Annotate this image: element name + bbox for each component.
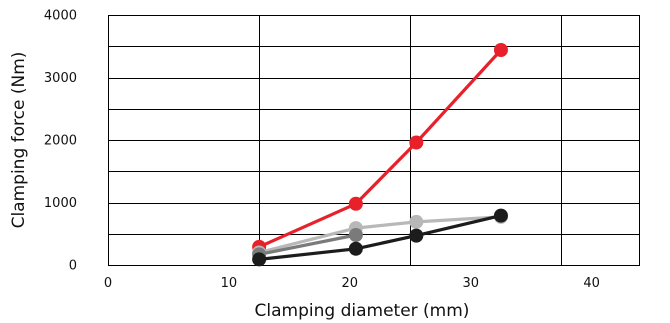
x-tick-label-4: 40 xyxy=(583,276,600,291)
series-4-point-1 xyxy=(252,252,267,267)
series-4-point-4 xyxy=(493,208,508,223)
series-4-line xyxy=(257,214,503,261)
series-2-line xyxy=(257,215,503,255)
x-tick-label-0: 0 xyxy=(104,276,112,291)
y-tick-label-1: 1000 xyxy=(44,196,77,211)
series-1-point-3 xyxy=(409,135,424,150)
y-tick-label-4: 4000 xyxy=(44,9,77,24)
series-4 xyxy=(252,208,508,267)
series-4-point-3 xyxy=(409,228,424,243)
y-tick-label-0: 0 xyxy=(69,259,77,274)
x-tick-label-2: 20 xyxy=(342,276,359,291)
series-1-line xyxy=(257,48,503,249)
series-1-point-4 xyxy=(493,43,508,57)
y-axis-label: Clamping force (Nm) xyxy=(9,52,29,229)
plot-frame xyxy=(108,15,640,266)
series-1 xyxy=(252,43,508,254)
x-tick-label-1: 10 xyxy=(221,276,238,291)
y-tick-label-2: 2000 xyxy=(44,134,77,149)
series-4-point-2 xyxy=(348,241,363,256)
x-axis-label: Clamping diameter (mm) xyxy=(255,301,470,321)
series-3 xyxy=(252,228,363,262)
series-3-line xyxy=(257,233,358,256)
x-tick-label-3: 30 xyxy=(462,276,479,291)
series-group xyxy=(252,43,508,267)
series-2-point-3 xyxy=(409,214,424,229)
tick-labels: 0 1000 2000 3000 4000 0 10 20 30 40 xyxy=(44,9,600,292)
series-3-point-2 xyxy=(348,228,363,242)
series-1-point-2 xyxy=(348,196,363,211)
grid xyxy=(108,15,640,266)
y-tick-label-3: 3000 xyxy=(44,71,77,86)
